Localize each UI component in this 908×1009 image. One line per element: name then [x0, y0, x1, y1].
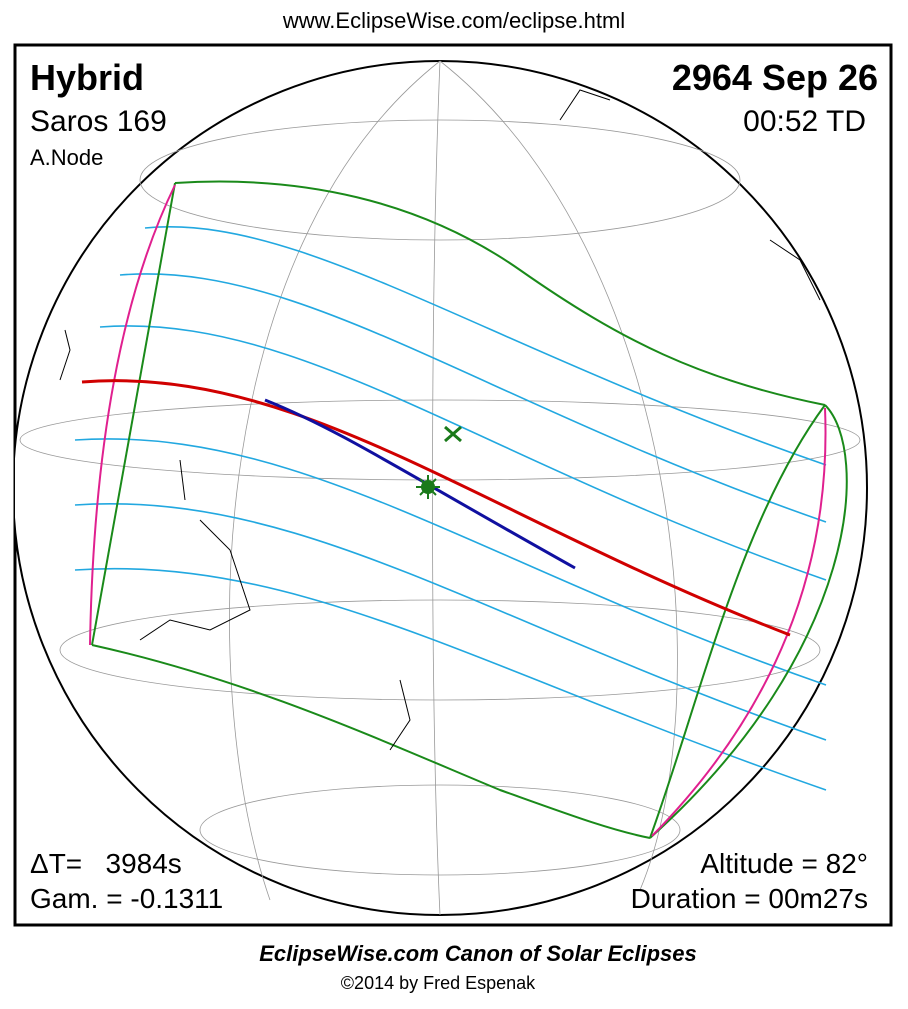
rise-limit [89, 184, 176, 646]
penumbral-line [74, 567, 827, 791]
penumbral-line [119, 273, 827, 523]
graticule [19, 60, 861, 916]
url: www.EclipseWise.com/eclipse.html [282, 8, 625, 33]
greatest-eclipse-x [444, 425, 462, 443]
central-line [81, 379, 791, 637]
southern-limit [91, 644, 651, 839]
globe [15, 60, 868, 916]
northern-limit [174, 180, 826, 406]
penumbral-line [74, 503, 827, 741]
penumbral-line [144, 226, 827, 466]
footer-credit: ©2014 by Fred Espenak [341, 973, 536, 993]
altitude: Altitude = 82° [700, 848, 868, 879]
central-line-total [264, 398, 576, 570]
gamma: Gam. = -0.1311 [30, 883, 223, 914]
date: 2964 Sep 26 [672, 57, 878, 98]
penumbral-lines [74, 226, 827, 791]
set-limit [651, 407, 827, 837]
penumbral-line [99, 325, 827, 581]
node: A.Node [30, 145, 103, 170]
saros: Saros 169 [30, 105, 167, 138]
penumbral-line [74, 438, 827, 686]
greatest-duration [416, 475, 440, 499]
delta-t: ΔT= 3984s [30, 848, 182, 879]
west-limit [91, 182, 176, 646]
duration: Duration = 00m27s [631, 883, 868, 914]
footer-title: EclipseWise.com Canon of Solar Eclipses [259, 941, 697, 966]
east-limit [649, 404, 848, 839]
eclipse-type: Hybrid [30, 57, 144, 98]
time: 00:52 TD [743, 105, 866, 138]
coastlines [59, 89, 821, 751]
